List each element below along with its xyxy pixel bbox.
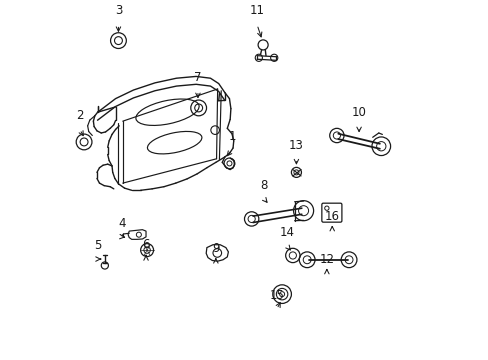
Text: 13: 13	[288, 139, 303, 152]
Text: 16: 16	[324, 210, 339, 223]
Text: 5: 5	[94, 239, 101, 252]
Text: 14: 14	[280, 226, 294, 239]
Text: 4: 4	[118, 217, 125, 230]
Text: 12: 12	[319, 253, 334, 266]
Text: 1: 1	[228, 130, 235, 143]
Text: 15: 15	[269, 289, 284, 302]
Text: 6: 6	[142, 238, 149, 251]
Text: 7: 7	[194, 71, 201, 84]
Text: 8: 8	[260, 179, 267, 192]
Text: 2: 2	[76, 109, 83, 122]
Text: 9: 9	[212, 243, 219, 256]
Text: 11: 11	[249, 4, 264, 17]
Text: 3: 3	[115, 4, 122, 17]
Text: 10: 10	[351, 107, 366, 120]
